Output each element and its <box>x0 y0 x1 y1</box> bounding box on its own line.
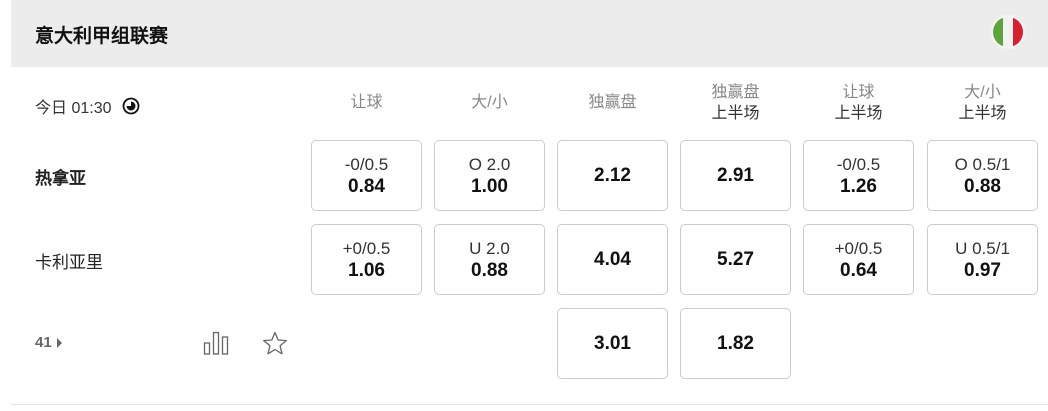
odds-line: -0/0.5 <box>344 154 389 174</box>
column-header-title: 让球 <box>842 84 875 101</box>
column-header-title: 独赢盘 <box>588 94 637 111</box>
odds-button[interactable]: U 2.0 0.88 <box>434 224 545 295</box>
odds-line: -0/0.5 <box>836 154 881 174</box>
odds-value: 0.97 <box>964 259 1001 281</box>
odds-line: O 2.0 <box>468 154 511 174</box>
odds-value: 0.88 <box>964 175 1001 197</box>
column-header: 大/小上半场 <box>927 82 1038 124</box>
odds-line: U 0.5/1 <box>955 238 1010 258</box>
odds-value: 1.06 <box>348 259 385 281</box>
column-header-sub: 上半场 <box>711 105 760 122</box>
column-header-title: 让球 <box>350 94 383 111</box>
live-clock-icon <box>122 97 139 115</box>
odds-button[interactable]: U 0.5/1 0.97 <box>927 224 1038 295</box>
odds-line: O 0.5/1 <box>954 154 1011 174</box>
odds-button[interactable]: 5.27 <box>680 224 791 295</box>
team-name: 卡利亚里 <box>35 253 103 272</box>
match-time-text: 今日 01:30 <box>35 100 112 117</box>
column-header: 让球 <box>311 92 422 113</box>
odds-value: 4.04 <box>594 249 631 270</box>
column-header-sub: 上半场 <box>834 105 883 122</box>
odds-value: 5.27 <box>717 249 754 270</box>
column-header-title: 大/小 <box>471 94 508 111</box>
odds-button[interactable]: O 2.0 1.00 <box>434 140 545 211</box>
more-markets-count: 41 <box>35 334 52 351</box>
column-header: 独赢盘 上半场 <box>680 82 791 124</box>
caret-right-icon <box>56 337 62 348</box>
odds-line: U 2.0 <box>469 238 510 258</box>
odds-line: +0/0.5 <box>342 238 391 258</box>
odds-value: 1.26 <box>840 175 877 197</box>
odds-button[interactable]: +0/0.5 0.64 <box>803 224 914 295</box>
column-header-title: 大/小 <box>964 84 1001 101</box>
odds-value: 0.64 <box>840 259 877 281</box>
odds-value: 0.84 <box>348 175 385 197</box>
favorite-star-icon[interactable] <box>262 331 288 356</box>
divider <box>11 404 1048 405</box>
odds-button[interactable]: O 0.5/1 0.88 <box>927 140 1038 211</box>
italy-flag-icon <box>991 15 1025 49</box>
odds-value: 3.01 <box>594 333 631 354</box>
odds-value: 2.91 <box>717 165 754 186</box>
odds-button[interactable]: -0/0.5 1.26 <box>803 140 914 211</box>
league-title: 意大利甲组联赛 <box>35 26 169 47</box>
column-header: 让球 上半场 <box>803 82 914 124</box>
odds-line: +0/0.5 <box>834 238 883 258</box>
match-time: 今日 01:30 <box>35 94 140 118</box>
odds-button[interactable]: 4.04 <box>557 224 668 295</box>
odds-button[interactable]: -0/0.5 0.84 <box>311 140 422 211</box>
odds-value: 2.12 <box>594 165 631 186</box>
more-markets-button[interactable]: 41 <box>35 334 63 351</box>
column-header: 独赢盘 <box>557 92 668 113</box>
league-header: 意大利甲组联赛 <box>11 0 1048 67</box>
team-name: 热拿亚 <box>35 169 86 188</box>
odds-value: 0.88 <box>471 259 508 281</box>
draw-odds-button[interactable]: 3.01 <box>557 308 668 379</box>
odds-button[interactable]: 2.91 <box>680 140 791 211</box>
odds-button[interactable]: +0/0.5 1.06 <box>311 224 422 295</box>
column-header-sub: 上半场 <box>958 105 1007 122</box>
draw-odds-button[interactable]: 1.82 <box>680 308 791 379</box>
stats-chart-icon[interactable] <box>203 331 229 355</box>
odds-value: 1.82 <box>717 333 754 354</box>
column-header-title: 独赢盘 <box>711 84 760 101</box>
odds-value: 1.00 <box>471 175 508 197</box>
column-header: 大/小 <box>434 92 545 113</box>
odds-button[interactable]: 2.12 <box>557 140 668 211</box>
